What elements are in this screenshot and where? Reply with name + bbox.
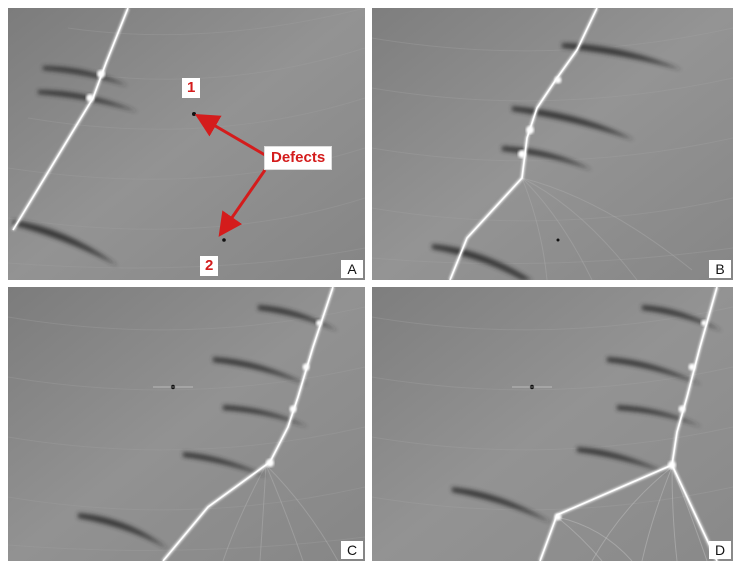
panel-d: D xyxy=(372,287,733,561)
defect-marker-1: 1 xyxy=(182,78,201,98)
panel-a: A xyxy=(8,8,365,280)
panel-label-b: B xyxy=(709,260,731,278)
panel-c-image xyxy=(8,287,365,561)
panel-c: C xyxy=(8,287,365,561)
panel-label-c: C xyxy=(341,541,363,559)
panel-label-a: A xyxy=(341,260,363,278)
panel-a-image xyxy=(8,8,365,280)
panel-b: B xyxy=(372,8,733,280)
panel-label-d: D xyxy=(709,541,731,559)
panel-b-image xyxy=(372,8,733,280)
panel-d-image xyxy=(372,287,733,561)
defects-label: Defects xyxy=(264,146,333,170)
defect-marker-2: 2 xyxy=(200,256,219,276)
